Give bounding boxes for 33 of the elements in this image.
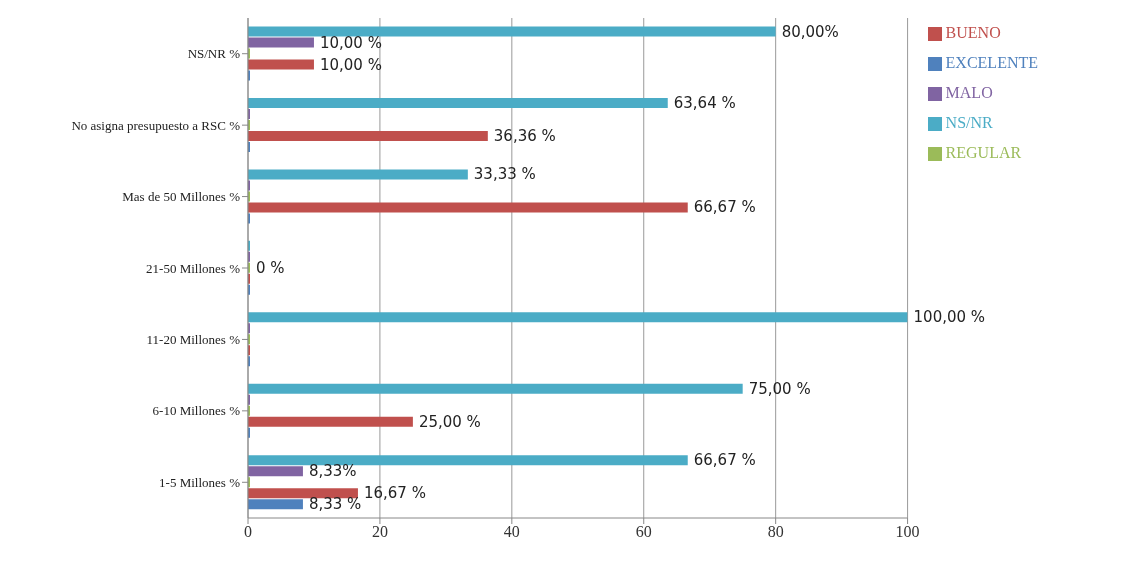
data-label: 66,67 %	[693, 198, 756, 217]
y-tick-label: No asigna presupuesto a RSC %	[71, 117, 241, 133]
y-tick-label: Mas de 50 Millones %	[122, 189, 241, 205]
legend-label: BUENO	[945, 24, 1001, 41]
data-label: 100,00 %	[913, 308, 986, 327]
data-label: 63,64 %	[673, 94, 736, 112]
data-label: 33,33 %	[473, 165, 536, 184]
data-label: 8,33%	[308, 462, 357, 481]
y-tick-label: 11-20 Millones %	[146, 332, 241, 348]
data-label: 36,36 %	[493, 127, 556, 145]
y-tick-label: 21-50 Millones %	[146, 260, 241, 276]
y-tick-label: NS/NR %	[187, 46, 241, 62]
y-tick-label: 1-5 Millones %	[159, 474, 241, 490]
legend-label: REGULAR	[945, 144, 1022, 161]
legend-label: EXCELENTE	[945, 54, 1038, 71]
x-tick-label: 0	[244, 523, 252, 541]
legend-label: NS/NR	[945, 114, 993, 131]
x-tick-label: 40	[503, 523, 520, 541]
y-tick-label: 6-10 Millones %	[152, 403, 241, 419]
x-tick-label: 20	[371, 523, 388, 541]
data-label: 66,67 %	[693, 451, 756, 470]
x-tick-label: 80	[767, 523, 784, 541]
data-label: 10,00 %	[319, 55, 382, 74]
data-label: 0 %	[256, 258, 285, 277]
data-label: 10,00 %	[319, 33, 382, 52]
data-label: 80,00%	[781, 22, 839, 41]
data-label: 75,00 %	[748, 379, 811, 398]
data-label: 8,33 %	[308, 495, 362, 514]
data-label: 25,00 %	[418, 412, 481, 431]
data-label: 16,67 %	[363, 484, 426, 503]
x-tick-label: 100	[895, 523, 920, 541]
legend-label: MALO	[945, 84, 993, 101]
x-tick-label: 60	[635, 523, 652, 541]
